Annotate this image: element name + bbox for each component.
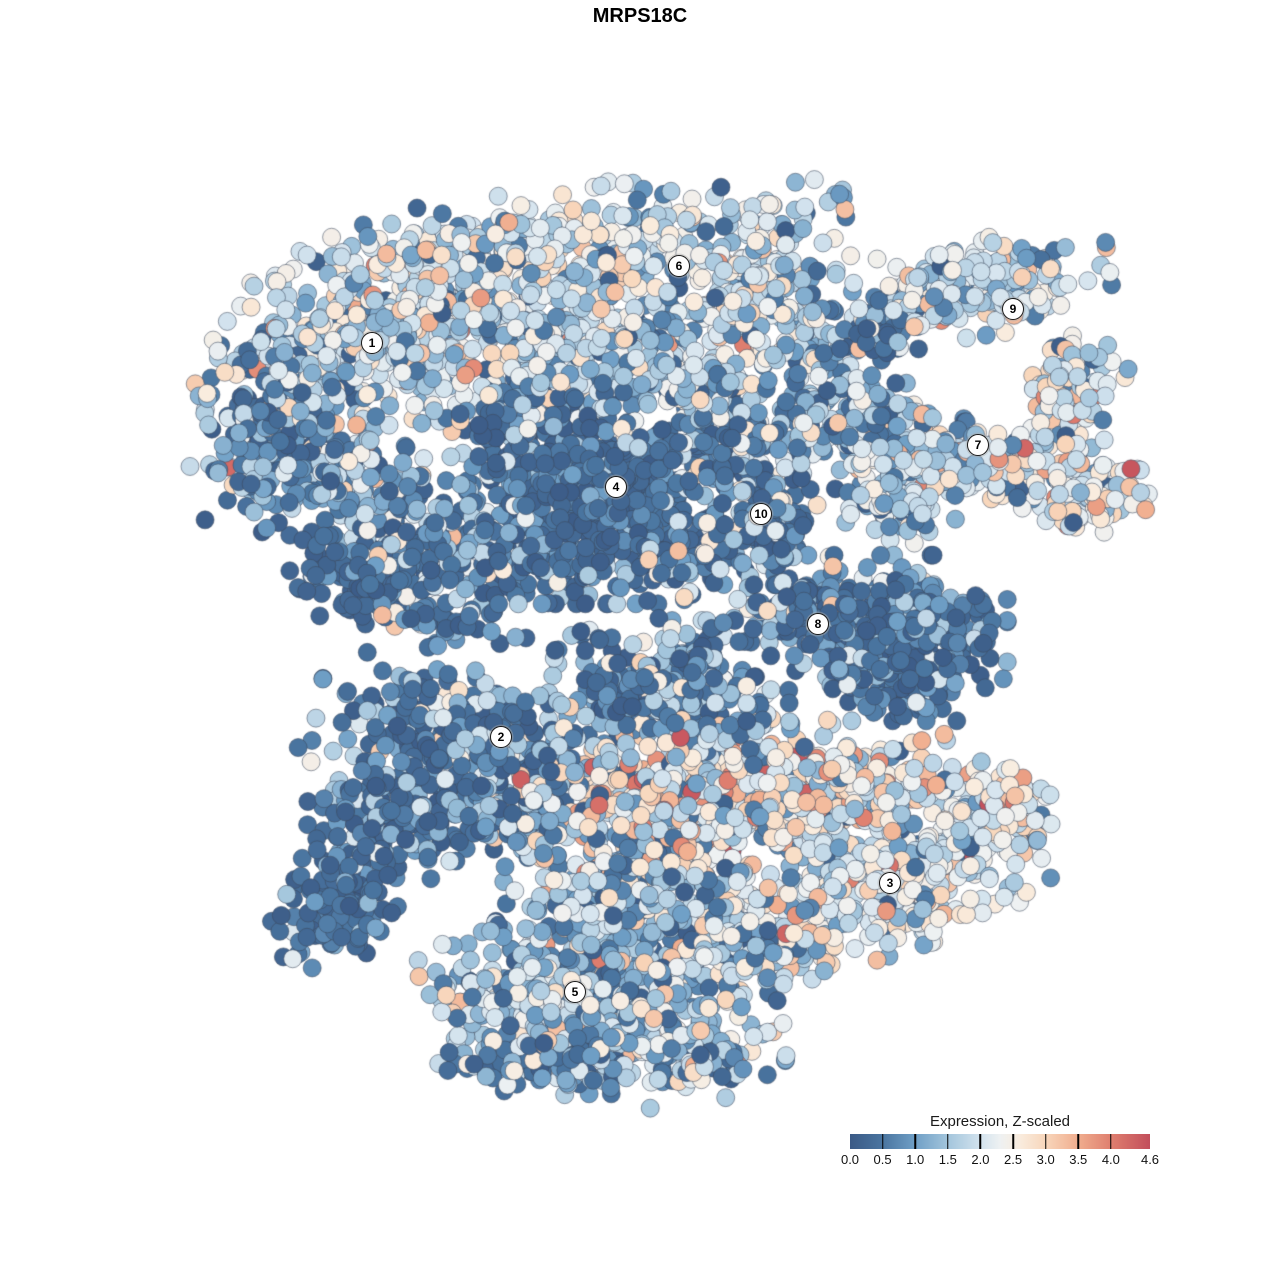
legend-tick-label: 1.0 [906,1152,925,1167]
legend-tick-mark [1044,1134,1047,1149]
legend-tick-labels: 0.0 0.5 1.0 1.5 2.0 2.5 3.0 3.5 4.0 4.6 [841,1152,1159,1170]
legend-tick-label: 4.6 [1140,1152,1160,1167]
legend-tick-label: 1.5 [938,1152,957,1167]
legend-tick-mark [979,1134,982,1149]
legend-tick-label: 0.0 [840,1152,860,1167]
legend-tick-mark [1012,1134,1014,1149]
legend-tick-mark [947,1134,949,1149]
legend-tick-label: 3.0 [1036,1152,1055,1167]
legend-title: Expression, Z-scaled [929,1113,1071,1130]
legend-tick-mark [1077,1134,1079,1149]
legend-tick-label: 2.0 [971,1152,990,1167]
legend-tick-label: 0.5 [873,1152,892,1167]
legend-tick-mark [881,1134,884,1149]
legend-tick-label: 4.0 [1101,1152,1120,1167]
expression-legend: Expression, Z-scaled 0.0 0.5 1.0 1.5 2.0 2.5 3… [841,1113,1159,1170]
chart-title: MRPS18C [592,5,688,27]
legend-tick-mark [1110,1134,1112,1149]
legend-tick-mark [914,1134,916,1149]
legend-tick-label: 3.5 [1069,1152,1088,1167]
legend-tick-label: 2.5 [1003,1152,1023,1167]
legend-colorbar [850,1134,1150,1149]
